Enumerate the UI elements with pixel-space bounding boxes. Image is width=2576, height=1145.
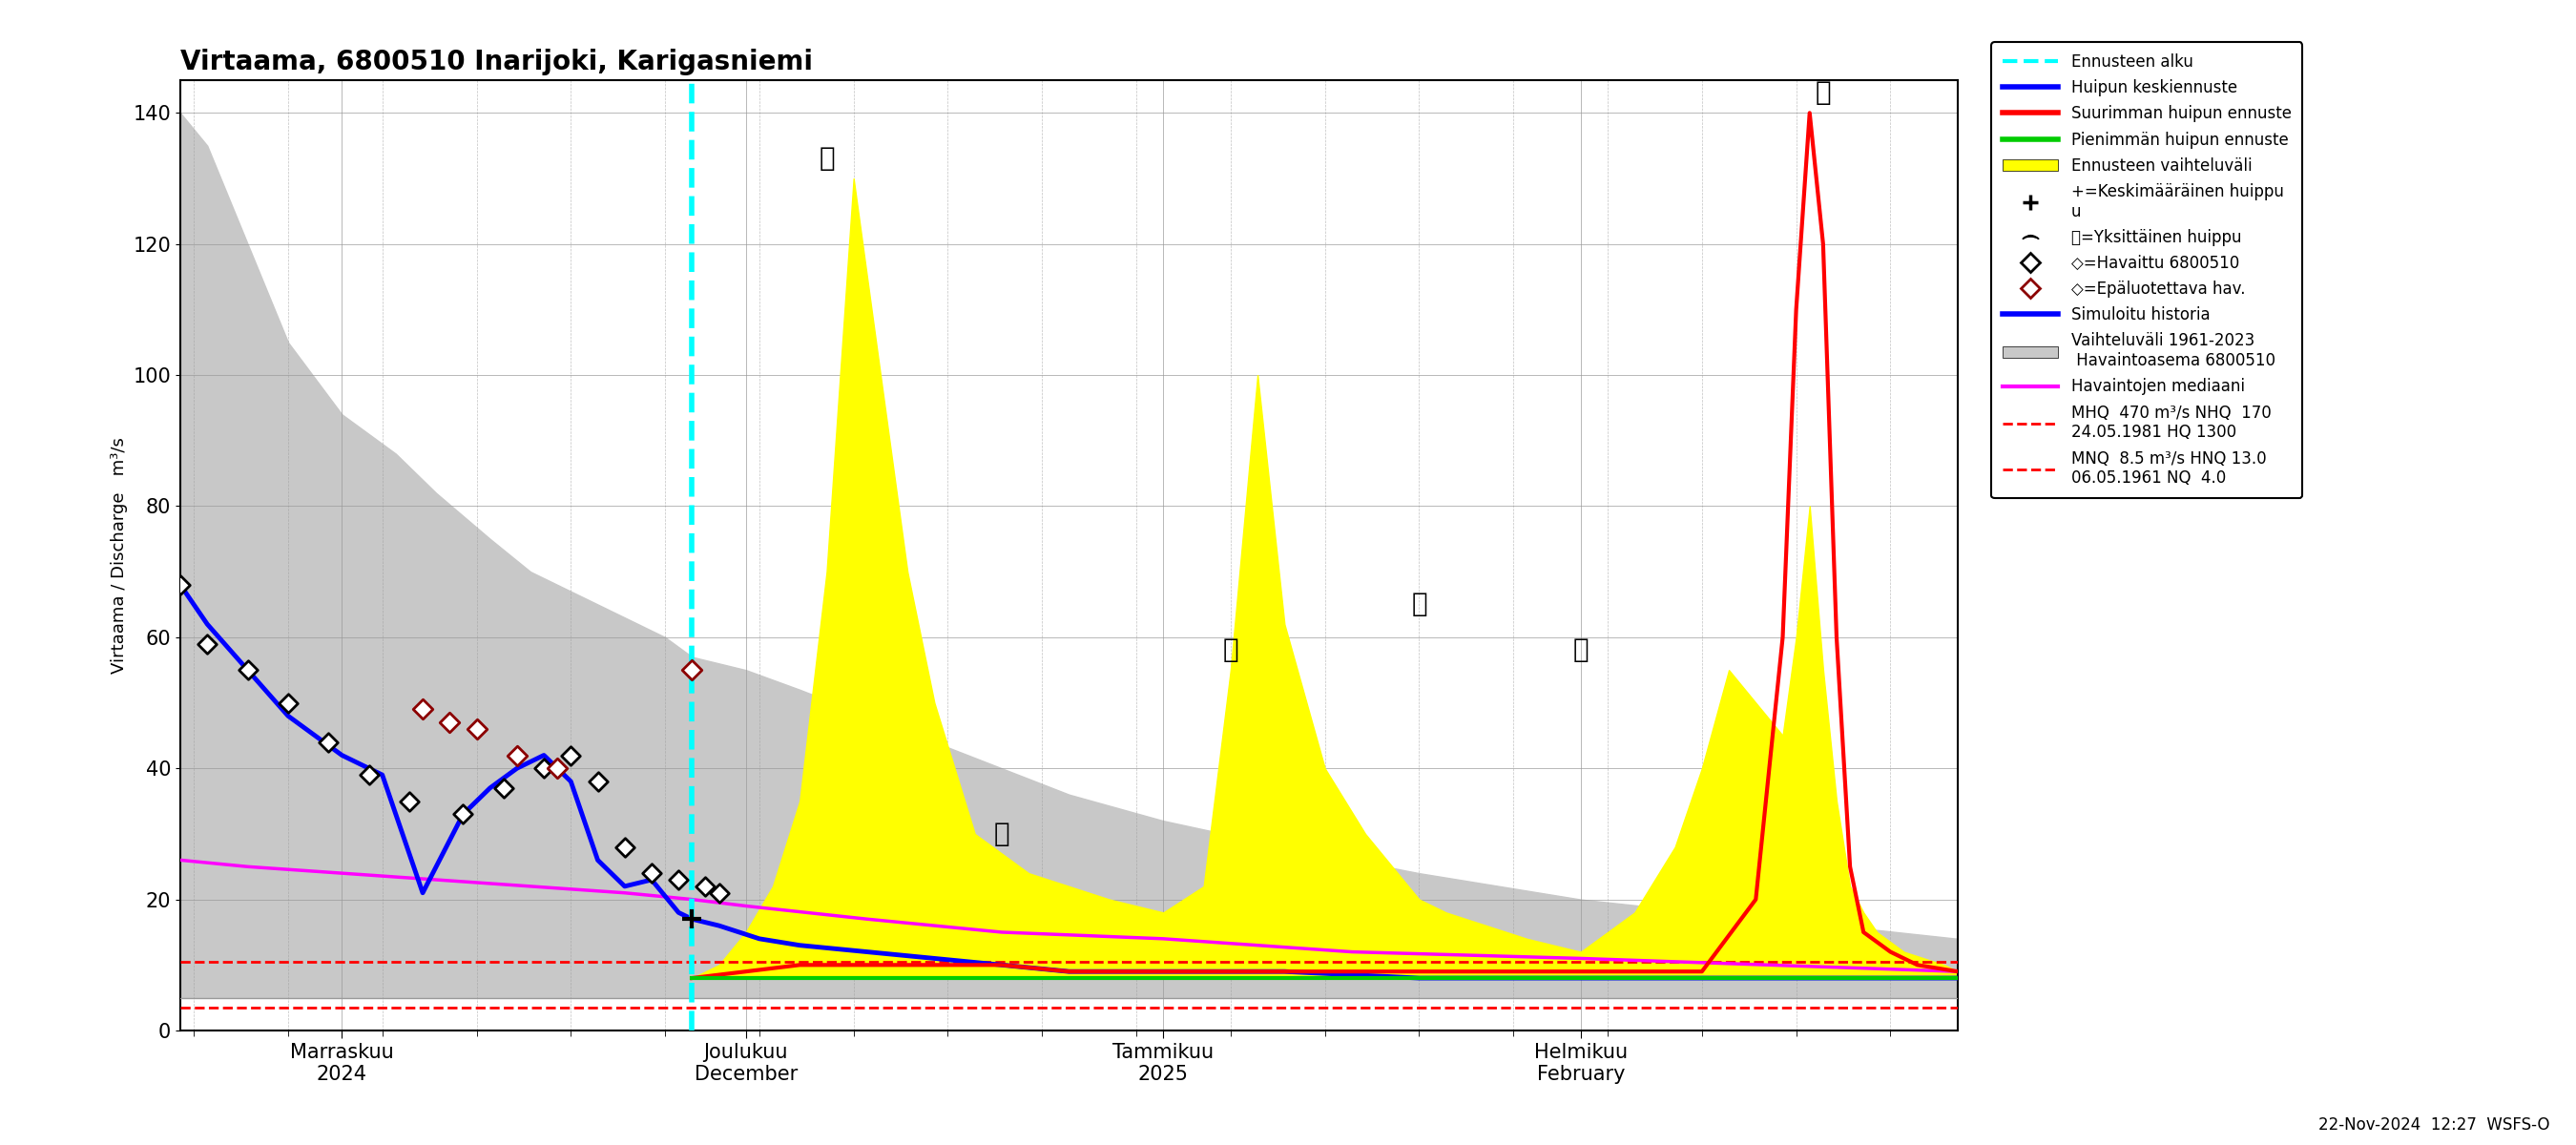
Point: [389, 792, 430, 811]
Point: [430, 713, 471, 732]
Point: [672, 910, 714, 929]
Point: [402, 701, 443, 719]
Text: ⌢: ⌢: [1224, 637, 1239, 663]
Point: [482, 779, 523, 797]
Point: [160, 576, 201, 594]
Point: [536, 759, 577, 777]
Text: 22-Nov-2024  12:27  WSFS-O: 22-Nov-2024 12:27 WSFS-O: [2318, 1116, 2550, 1134]
Point: [672, 661, 714, 679]
Point: [698, 884, 739, 902]
Text: ⌢: ⌢: [819, 145, 835, 172]
Point: [456, 720, 497, 739]
Point: [631, 864, 672, 883]
Text: Virtaama, 6800510 Inarijoki, Karigasniemi: Virtaama, 6800510 Inarijoki, Karigasniem…: [180, 48, 814, 76]
Point: [657, 870, 698, 889]
Y-axis label: Virtaama / Discharge   m³/s: Virtaama / Discharge m³/s: [111, 437, 129, 673]
Text: ⌢: ⌢: [994, 820, 1010, 847]
Point: [523, 759, 564, 777]
Point: [603, 838, 644, 856]
Point: [443, 805, 484, 823]
Text: ⌢: ⌢: [1816, 80, 1832, 106]
Legend: Ennusteen alku, Huipun keskiennuste, Suurimman huipun ennuste, Pienimmän huipun : Ennusteen alku, Huipun keskiennuste, Suu…: [1991, 42, 2303, 498]
Point: [497, 747, 538, 765]
Point: [685, 877, 726, 895]
Point: [309, 733, 350, 751]
Text: ⌢: ⌢: [1574, 637, 1589, 663]
Point: [551, 747, 592, 765]
Point: [577, 772, 618, 790]
Text: ⌢: ⌢: [1412, 591, 1427, 617]
Point: [185, 634, 227, 653]
Point: [268, 694, 309, 712]
Point: [227, 661, 268, 679]
Point: [348, 766, 389, 784]
